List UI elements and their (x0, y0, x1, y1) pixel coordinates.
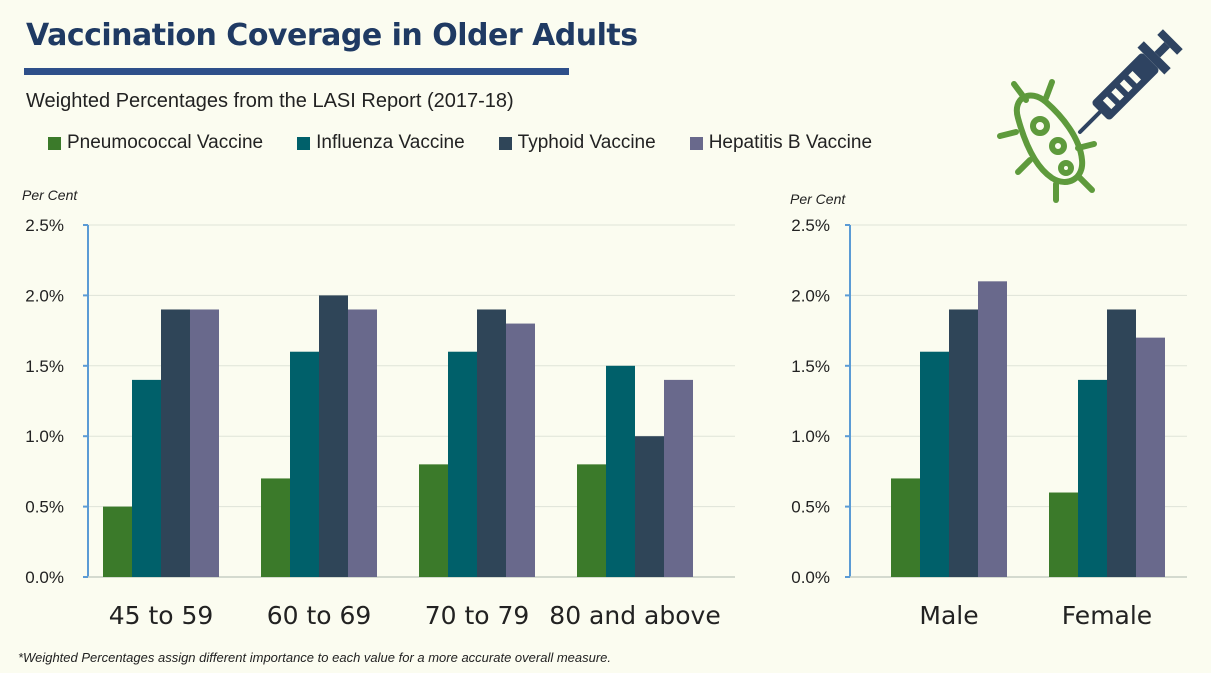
y-tick-label: 1.0% (791, 427, 830, 446)
bar (132, 379, 161, 577)
legend-item-influenza: Influenza Vaccine (297, 132, 465, 154)
y-tick-label: 0.0% (25, 568, 64, 587)
legend-label: Typhoid Vaccine (517, 132, 656, 153)
y-tick-label: 2.5% (25, 216, 64, 235)
bar (290, 351, 319, 577)
y-tick-label: 1.5% (791, 357, 830, 376)
vaccine-illustration (997, 29, 1183, 203)
y-tick-label: 1.5% (25, 357, 64, 376)
x-category-label: Male (919, 601, 978, 630)
y-tick-label: 2.0% (791, 286, 830, 305)
bar (261, 478, 290, 577)
bar (978, 281, 1007, 577)
y-tick-label: 2.5% (791, 216, 830, 235)
legend-item-hepatitis-b: Hepatitis B Vaccine (689, 132, 873, 154)
bar (920, 351, 949, 577)
syringe-icon (1078, 29, 1183, 134)
bar (949, 309, 978, 577)
y-tick-label: 0.5% (791, 498, 830, 517)
legend-swatch (689, 136, 703, 150)
bar (161, 309, 190, 577)
bar (319, 295, 348, 577)
legend-swatch (297, 136, 311, 150)
footnote: *Weighted Percentages assign different i… (18, 650, 612, 665)
bar (664, 379, 693, 577)
legend-item-typhoid: Typhoid Vaccine (498, 132, 656, 154)
x-category-label: 70 to 79 (425, 601, 530, 630)
legend-swatch (498, 136, 512, 150)
page-title: Vaccination Coverage in Older Adults (26, 18, 638, 53)
virus-icon (997, 79, 1097, 203)
chart-legend: Pneumococcal Vaccine Influenza Vaccine T… (48, 131, 906, 155)
legend-label: Influenza Vaccine (316, 132, 465, 153)
bar (448, 351, 477, 577)
x-category-label: 60 to 69 (267, 601, 372, 630)
y-tick-label: 1.0% (25, 427, 64, 446)
y-axis-label: Per Cent (790, 191, 846, 207)
bar (635, 436, 664, 577)
title-underline (24, 68, 569, 75)
y-axis-label: Per Cent (22, 187, 78, 203)
bar (1136, 337, 1165, 577)
bar (190, 309, 219, 577)
bar (103, 506, 132, 577)
bar (1049, 492, 1078, 577)
x-category-label: 80 and above (549, 601, 720, 630)
bar (891, 478, 920, 577)
y-tick-label: 0.5% (25, 498, 64, 517)
bar (1078, 379, 1107, 577)
x-category-label: Female (1062, 601, 1152, 630)
bar (577, 464, 606, 577)
bar (506, 323, 535, 577)
legend-label: Hepatitis B Vaccine (708, 132, 873, 153)
legend-item-pneumococcal: Pneumococcal Vaccine (48, 132, 263, 154)
legend-label: Pneumococcal Vaccine (67, 132, 264, 153)
bar (1107, 309, 1136, 577)
bar (606, 365, 635, 577)
bar (477, 309, 506, 577)
bar (348, 309, 377, 577)
bar (419, 464, 448, 577)
x-category-label: 45 to 59 (109, 601, 214, 630)
y-tick-label: 2.0% (25, 286, 64, 305)
legend-swatch (48, 136, 61, 150)
page-subtitle: Weighted Percentages from the LASI Repor… (26, 90, 514, 112)
y-tick-label: 0.0% (791, 568, 830, 587)
